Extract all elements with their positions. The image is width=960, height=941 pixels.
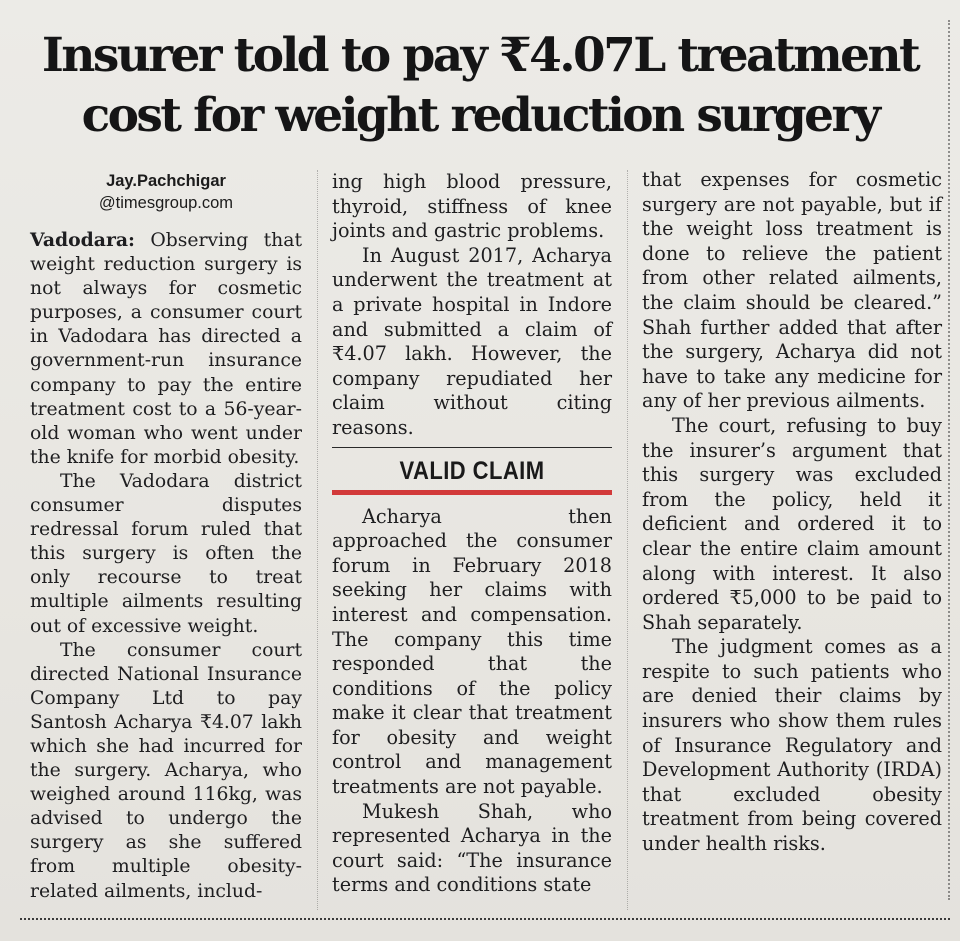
clipping-edge xyxy=(948,20,950,900)
bottom-dotted-rule xyxy=(20,918,950,920)
column-2: ing high blood pressure, thyroid, stiffn… xyxy=(332,170,612,898)
subhead-rule-red xyxy=(332,489,612,495)
subhead-block: VALID CLAIM xyxy=(332,446,612,495)
column-3: that expenses for cosmetic surgery are n… xyxy=(642,168,942,857)
column-divider xyxy=(627,170,628,910)
dateline: Vadodara: xyxy=(30,229,135,251)
paragraph: The judgment comes as a respite to such … xyxy=(642,635,942,856)
byline-handle: @timesgroup.com xyxy=(98,194,234,212)
paragraph: The Vadodara district consumer disputes … xyxy=(30,470,302,637)
column-divider xyxy=(317,170,318,910)
headline-line-2: cost for weight reduction surgery xyxy=(81,88,881,143)
subhead: VALID CLAIM xyxy=(399,456,545,485)
paragraph: In August 2017, Acharya underwent the tr… xyxy=(332,243,612,439)
paragraph: ing high blood pressure, thyroid, stiffn… xyxy=(332,170,612,243)
paragraph: that expenses for cosmetic surgery are n… xyxy=(642,168,942,413)
paragraph-text: Observing that weight reduction surgery … xyxy=(30,230,302,468)
subhead-rule-top xyxy=(332,446,612,448)
byline: Jay.Pachchigar @timesgroup.com xyxy=(30,170,302,214)
headline: Insurer told to pay ₹4.07L treatment cos… xyxy=(20,26,940,146)
paragraph: Mukesh Shah, who represented Acharya in … xyxy=(332,799,612,897)
byline-name: Jay.Pachchigar xyxy=(106,172,226,190)
paragraph: Acharya then approached the consumer for… xyxy=(332,504,612,799)
headline-line-1: Insurer told to pay ₹4.07L treatment xyxy=(41,28,921,83)
paragraph: The consumer court directed National Ins… xyxy=(30,639,302,902)
paragraph: Vadodara: Observing that weight reductio… xyxy=(30,228,302,470)
paragraph: The court, refusing to buy the insurer’s… xyxy=(642,413,942,634)
column-1: Jay.Pachchigar @timesgroup.com Vadodara:… xyxy=(30,170,302,904)
